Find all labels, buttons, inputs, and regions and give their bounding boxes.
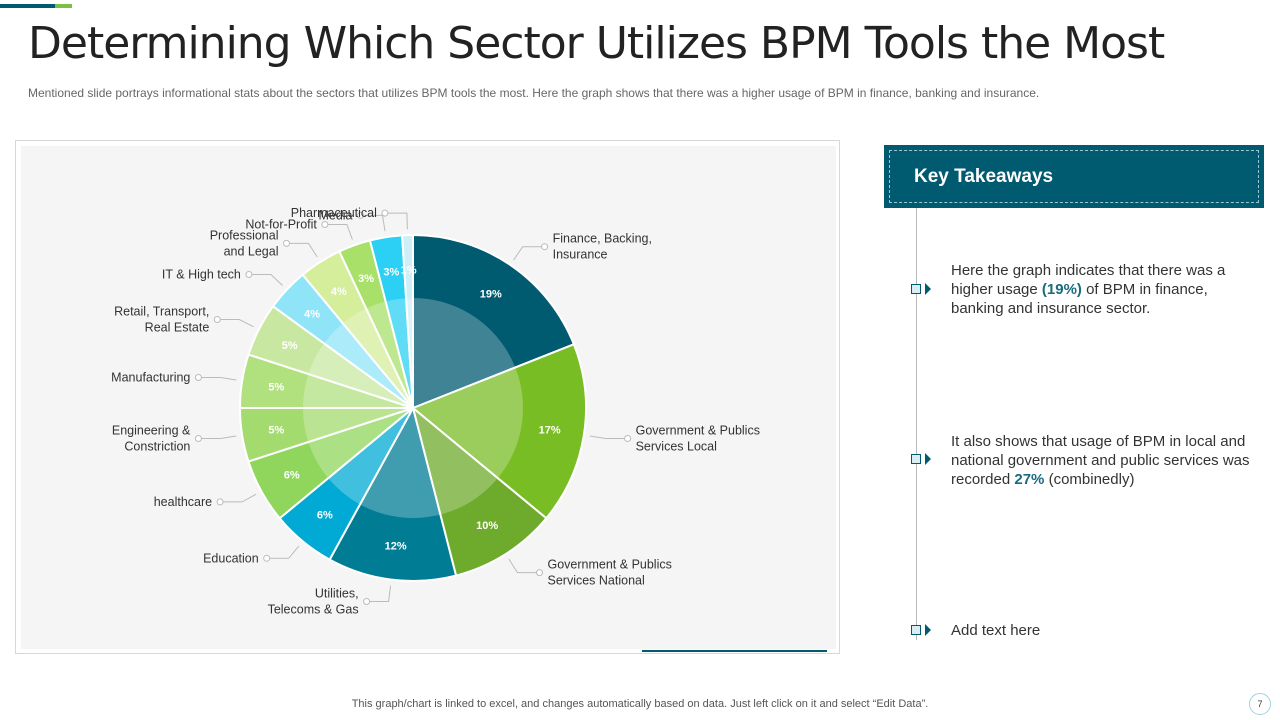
callout-leader-line <box>198 377 237 381</box>
pie-slice[interactable] <box>411 343 587 520</box>
slice-percent-label: 6% <box>317 510 333 522</box>
slice-category-label: Pharmaceutical <box>291 206 377 220</box>
callout-leader-line <box>324 224 353 240</box>
bullet-arrow-icon <box>911 453 931 465</box>
slice-category-label: healthcare <box>154 495 212 509</box>
callout-dot <box>363 598 371 605</box>
callout-leader-line <box>198 435 237 439</box>
slice-percent-label: 1% <box>401 265 417 277</box>
slice-category-label: Finance, Backing, Insurance <box>553 232 652 262</box>
page-number: 7 <box>1249 693 1271 715</box>
takeaways-timeline-line <box>916 208 917 640</box>
callout-leader-line <box>220 493 257 503</box>
slice-percent-label: 5% <box>282 340 298 352</box>
bullet-arrow-icon <box>911 624 931 636</box>
slice-percent-label: 3% <box>383 266 399 278</box>
callout-dot <box>213 316 221 323</box>
slice-percent-label: 5% <box>268 381 284 393</box>
takeaway-item-3[interactable]: Add text here <box>951 622 1041 639</box>
slice-percent-label: 6% <box>284 470 300 482</box>
callout-leader-line <box>366 585 392 602</box>
top-accent-bar-teal <box>0 4 55 8</box>
callout-dot <box>357 211 364 219</box>
callout-leader-line <box>286 242 318 258</box>
callout-leader-line <box>508 558 540 574</box>
callout-dot <box>624 435 632 442</box>
footer-note: This graph/chart is linked to excel, and… <box>351 698 929 710</box>
callout-dot <box>194 374 202 381</box>
slice-percent-label: 12% <box>385 540 407 552</box>
slice-percent-label: 3% <box>358 273 374 285</box>
slice-percent-label: 5% <box>268 425 284 437</box>
pie-slice[interactable] <box>401 233 414 409</box>
page-title: Determining Which Sector Utilizes BPM To… <box>28 18 1165 69</box>
callout-leader-line <box>266 545 300 559</box>
callout-leader-line <box>248 274 283 286</box>
slice-category-label: Retail, Transport, Real Estate <box>114 305 209 335</box>
slice-percent-label: 17% <box>539 425 561 437</box>
key-takeaways-title: Key Takeaways <box>914 166 1054 187</box>
slice-category-label: Utilities, Telecoms & Gas <box>268 587 359 617</box>
key-takeaways-dashed-border <box>889 150 1259 203</box>
callout-dot <box>541 243 549 251</box>
callout-leader-line <box>384 212 408 230</box>
callout-dot <box>381 209 389 217</box>
pie-slice[interactable] <box>328 405 458 582</box>
pie-slices <box>238 233 587 582</box>
callout-leader-line <box>589 435 628 439</box>
slice-category-label: Education <box>203 551 259 565</box>
slice-category-label: Media <box>318 208 352 222</box>
top-accent-bar-green <box>55 4 72 8</box>
pie-callouts: 19% Finance, Backing, Insurance 17% Governme… <box>111 206 760 616</box>
chart-accent-bar <box>642 650 827 652</box>
slice-category-label: Government & Publics Services Local <box>636 424 760 454</box>
slice-category-label: Manufacturing <box>111 371 190 385</box>
slice-percent-label: 4% <box>304 308 320 320</box>
callout-dot <box>536 569 543 577</box>
slice-category-label: Professional and Legal <box>210 228 279 258</box>
pie-slice[interactable] <box>411 405 548 577</box>
slice-category-label: Government & Publics Services National <box>548 558 672 588</box>
pie-inner-highlight <box>303 298 523 518</box>
slice-percent-label: 10% <box>476 520 498 532</box>
pie-chart[interactable]: 19% Finance, Backing, Insurance 17% Governme… <box>21 146 836 649</box>
callout-dot <box>216 498 224 506</box>
callout-dot <box>321 221 329 228</box>
key-takeaways-header: Key Takeaways <box>884 145 1264 208</box>
slice-percent-label: 19% <box>480 289 502 301</box>
slice-category-label: Engineering & Constriction <box>112 424 191 454</box>
takeaway-item-2: It also shows that usage of BPM in local… <box>951 433 1250 488</box>
chart-area: 19% Finance, Backing, Insurance 17% Governme… <box>21 146 836 649</box>
takeaway-item-1: Here the graph indicates that there was … <box>951 262 1226 317</box>
chart-frame[interactable]: 19% Finance, Backing, Insurance 17% Governme… <box>15 140 840 654</box>
callout-dot <box>283 239 290 247</box>
slice-percent-label: 4% <box>331 286 347 298</box>
page-subtitle: Mentioned slide portrays informational s… <box>28 86 1040 100</box>
callout-leader-line <box>513 246 545 261</box>
callout-dot <box>194 435 202 442</box>
callout-dot <box>245 271 253 278</box>
slice-category-label: Not-for-Profit <box>245 218 317 232</box>
bullet-arrow-icon <box>911 283 931 295</box>
slice-category-label: IT & High tech <box>162 268 241 282</box>
pie-slice[interactable] <box>412 233 576 410</box>
callout-dot <box>263 554 271 562</box>
callout-leader-line <box>217 319 254 328</box>
